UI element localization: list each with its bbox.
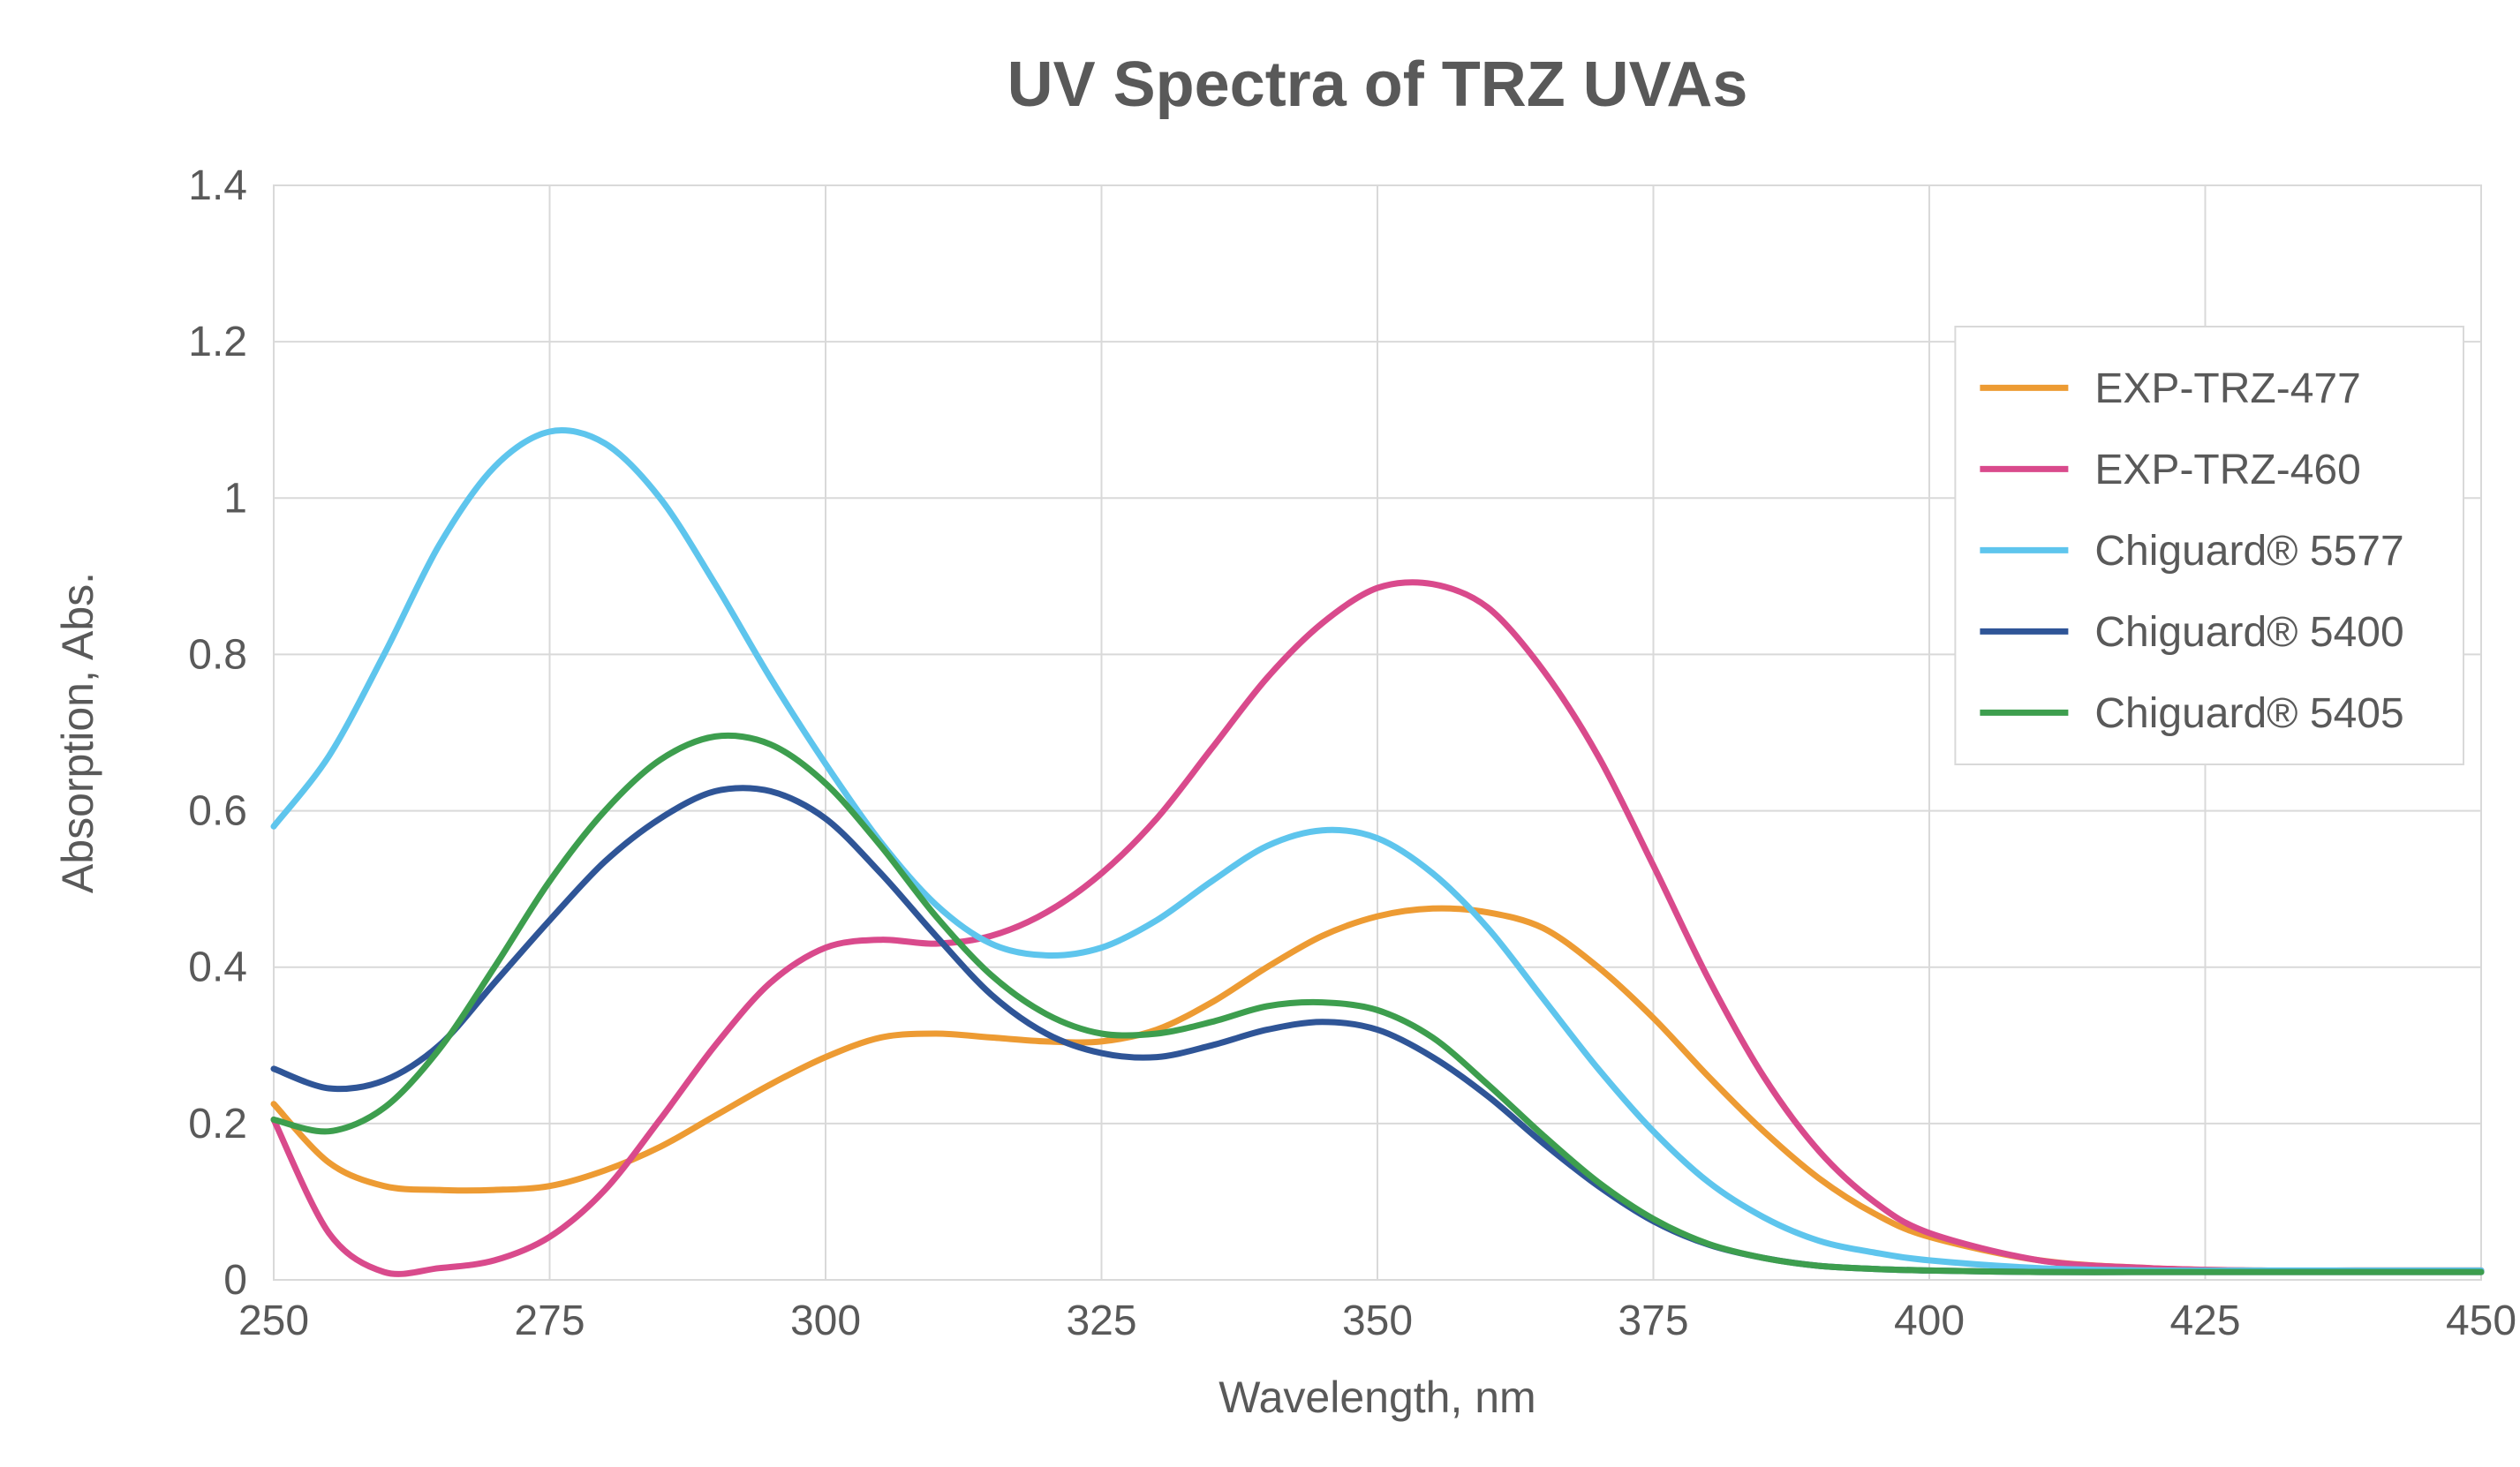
x-tick-label: 350	[1342, 1298, 1413, 1344]
y-tick-label: 0.8	[188, 631, 247, 678]
x-tick-label: 250	[238, 1298, 309, 1344]
y-tick-label: 1.4	[188, 162, 247, 209]
y-tick-label: 0.4	[188, 944, 247, 991]
y-tick-label: 0.2	[188, 1101, 247, 1147]
x-tick-label: 450	[2446, 1298, 2516, 1344]
legend-label-3: Chiguard® 5400	[2094, 609, 2403, 656]
x-tick-label: 425	[2169, 1298, 2240, 1344]
x-tick-label: 400	[1894, 1298, 1965, 1344]
x-tick-label: 275	[514, 1298, 585, 1344]
legend: EXP-TRZ-477 EXP-TRZ-460 Chiguard® 5577 Chig…	[1955, 327, 2463, 764]
legend-label-2: Chiguard® 5577	[2094, 528, 2403, 575]
x-tick-label: 375	[1618, 1298, 1688, 1344]
x-axis-label: Wavelength, nm	[1219, 1373, 1535, 1422]
y-axis-label: Absorption, Abs.	[53, 572, 102, 893]
legend-label-4: Chiguard® 5405	[2094, 690, 2403, 737]
legend-label-1: EXP-TRZ-460	[2094, 447, 2360, 493]
chart-container: UV Spectra of TRZ UVAs00.20.40.60.811.21…	[0, 0, 2520, 1467]
x-tick-labels: 250 275 300 325 350 375 400 425 450	[238, 1298, 2516, 1344]
y-tick-label: 1.2	[188, 319, 247, 365]
chart-title: UV Spectra of TRZ UVAs	[1007, 49, 1748, 120]
x-tick-label: 300	[790, 1298, 861, 1344]
x-tick-label: 325	[1066, 1298, 1136, 1344]
legend-label-0: EXP-TRZ-477	[2094, 365, 2360, 412]
uv-spectra-chart: UV Spectra of TRZ UVAs00.20.40.60.811.21…	[0, 0, 2520, 1467]
y-tick-label: 1	[223, 475, 247, 522]
y-tick-label: 0.6	[188, 788, 247, 835]
